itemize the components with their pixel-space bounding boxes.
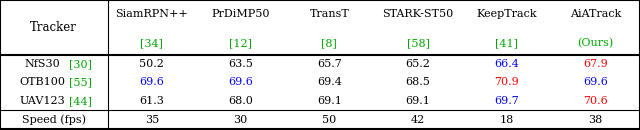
- Text: [8]: [8]: [321, 38, 337, 48]
- Text: 69.6: 69.6: [583, 77, 608, 87]
- Text: 67.9: 67.9: [583, 59, 608, 69]
- Text: 50: 50: [323, 115, 337, 125]
- Text: 38: 38: [589, 115, 603, 125]
- Text: SiamRPN++: SiamRPN++: [115, 9, 188, 19]
- Text: 68.5: 68.5: [406, 77, 431, 87]
- Text: 70.6: 70.6: [583, 96, 608, 106]
- Text: TransT: TransT: [310, 9, 349, 19]
- Text: 65.7: 65.7: [317, 59, 342, 69]
- Text: 61.3: 61.3: [140, 96, 164, 106]
- Text: [58]: [58]: [406, 38, 429, 48]
- Text: UAV123: UAV123: [19, 96, 65, 106]
- Text: Tracker: Tracker: [30, 21, 77, 34]
- Text: [55]: [55]: [69, 77, 92, 87]
- Text: [41]: [41]: [495, 38, 518, 48]
- Text: 63.5: 63.5: [228, 59, 253, 69]
- Text: 66.4: 66.4: [495, 59, 519, 69]
- Text: 65.2: 65.2: [406, 59, 431, 69]
- Text: 30: 30: [234, 115, 248, 125]
- Text: [12]: [12]: [229, 38, 252, 48]
- Text: 42: 42: [411, 115, 425, 125]
- Text: 69.1: 69.1: [317, 96, 342, 106]
- Text: AiATrack: AiATrack: [570, 9, 621, 19]
- Text: 69.7: 69.7: [495, 96, 519, 106]
- Text: 69.6: 69.6: [228, 77, 253, 87]
- Text: [44]: [44]: [69, 96, 92, 106]
- Text: (Ours): (Ours): [577, 38, 614, 48]
- Text: 68.0: 68.0: [228, 96, 253, 106]
- Text: 35: 35: [145, 115, 159, 125]
- Text: PrDiMP50: PrDiMP50: [211, 9, 270, 19]
- Text: OTB100: OTB100: [19, 77, 65, 87]
- Text: 18: 18: [500, 115, 514, 125]
- Text: 70.9: 70.9: [495, 77, 519, 87]
- Text: 69.4: 69.4: [317, 77, 342, 87]
- Text: 69.6: 69.6: [140, 77, 164, 87]
- Text: 50.2: 50.2: [140, 59, 164, 69]
- Text: STARK-ST50: STARK-ST50: [383, 9, 454, 19]
- Text: [34]: [34]: [140, 38, 163, 48]
- Text: Speed (fps): Speed (fps): [22, 115, 86, 125]
- Text: NfS30: NfS30: [24, 59, 60, 69]
- Text: 69.1: 69.1: [406, 96, 431, 106]
- Text: [30]: [30]: [69, 59, 92, 69]
- Text: KeepTrack: KeepTrack: [477, 9, 537, 19]
